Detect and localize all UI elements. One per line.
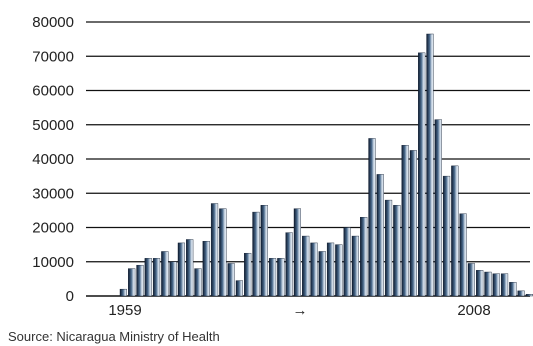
bar-1979 — [285, 232, 293, 297]
bar-1998 — [442, 175, 451, 297]
y-tick-label: 50000 — [32, 117, 74, 134]
bar-1965 — [169, 261, 177, 297]
bar-1995 — [418, 52, 426, 297]
bar-1969 — [202, 240, 210, 297]
bar-2008 — [525, 294, 533, 297]
bar-1973 — [235, 280, 243, 297]
bar-1977 — [268, 258, 277, 297]
bar-1967 — [186, 239, 194, 297]
bar-1966 — [177, 242, 185, 297]
bars — [119, 33, 533, 297]
bar-1968 — [194, 268, 202, 297]
bar-1976 — [260, 205, 268, 297]
y-axis-ticks: 0 10000 20000 30000 40000 50000 60000 70000 8000… — [32, 14, 74, 305]
bar-1964 — [161, 251, 169, 297]
bar-2000 — [459, 213, 467, 297]
bar-1962 — [144, 258, 152, 297]
x-tick-end: 2008 — [457, 302, 490, 319]
bar-1963 — [152, 258, 161, 297]
bar-2004 — [492, 273, 500, 297]
bar-1972 — [227, 263, 235, 297]
bar-1981 — [302, 235, 310, 297]
bar-1970 — [210, 203, 219, 297]
bar-1971 — [219, 208, 227, 297]
y-tick-label: 30000 — [32, 185, 74, 202]
bar-1985 — [335, 244, 343, 297]
bar-1991 — [384, 199, 393, 297]
bar-1992 — [393, 205, 401, 297]
bar-1974 — [244, 252, 252, 297]
bar-1989 — [368, 138, 376, 297]
x-tick-start: 1959 — [108, 302, 141, 319]
bar-2007 — [517, 290, 525, 297]
y-tick-label: 60000 — [32, 83, 74, 100]
bar-1978 — [277, 258, 285, 297]
y-tick-label: 0 — [66, 288, 74, 305]
y-tick-label: 70000 — [32, 48, 74, 65]
bar-1988 — [360, 217, 368, 297]
bar-2005 — [500, 273, 509, 297]
bar-2001 — [467, 263, 475, 297]
bar-1982 — [310, 242, 318, 297]
bar-1997 — [434, 119, 442, 297]
bar-1959 — [119, 288, 127, 297]
source-note: Source: Nicaragua Ministry of Health — [8, 329, 220, 344]
x-tick-arrow: → — [293, 302, 308, 319]
y-tick-label: 80000 — [32, 14, 74, 31]
x-axis-ticks: 1959 → 2008 — [108, 302, 490, 319]
bar-1960 — [128, 268, 136, 297]
bar-1984 — [326, 242, 335, 297]
bar-1983 — [318, 251, 326, 297]
bar-1975 — [252, 211, 260, 297]
bar-1990 — [376, 174, 384, 297]
y-tick-label: 20000 — [32, 220, 74, 237]
bar-1994 — [409, 150, 417, 297]
bar-2006 — [509, 282, 517, 297]
bar-1996 — [426, 33, 434, 297]
y-tick-label: 10000 — [32, 254, 74, 271]
bar-1961 — [136, 264, 144, 297]
bar-1987 — [351, 235, 359, 297]
bar-2003 — [484, 271, 492, 297]
bar-1980 — [293, 208, 301, 297]
bar-1986 — [343, 227, 351, 297]
bar-1993 — [401, 145, 409, 297]
bar-1999 — [451, 165, 459, 297]
bar-2002 — [476, 270, 484, 297]
y-tick-label: 40000 — [32, 151, 74, 168]
